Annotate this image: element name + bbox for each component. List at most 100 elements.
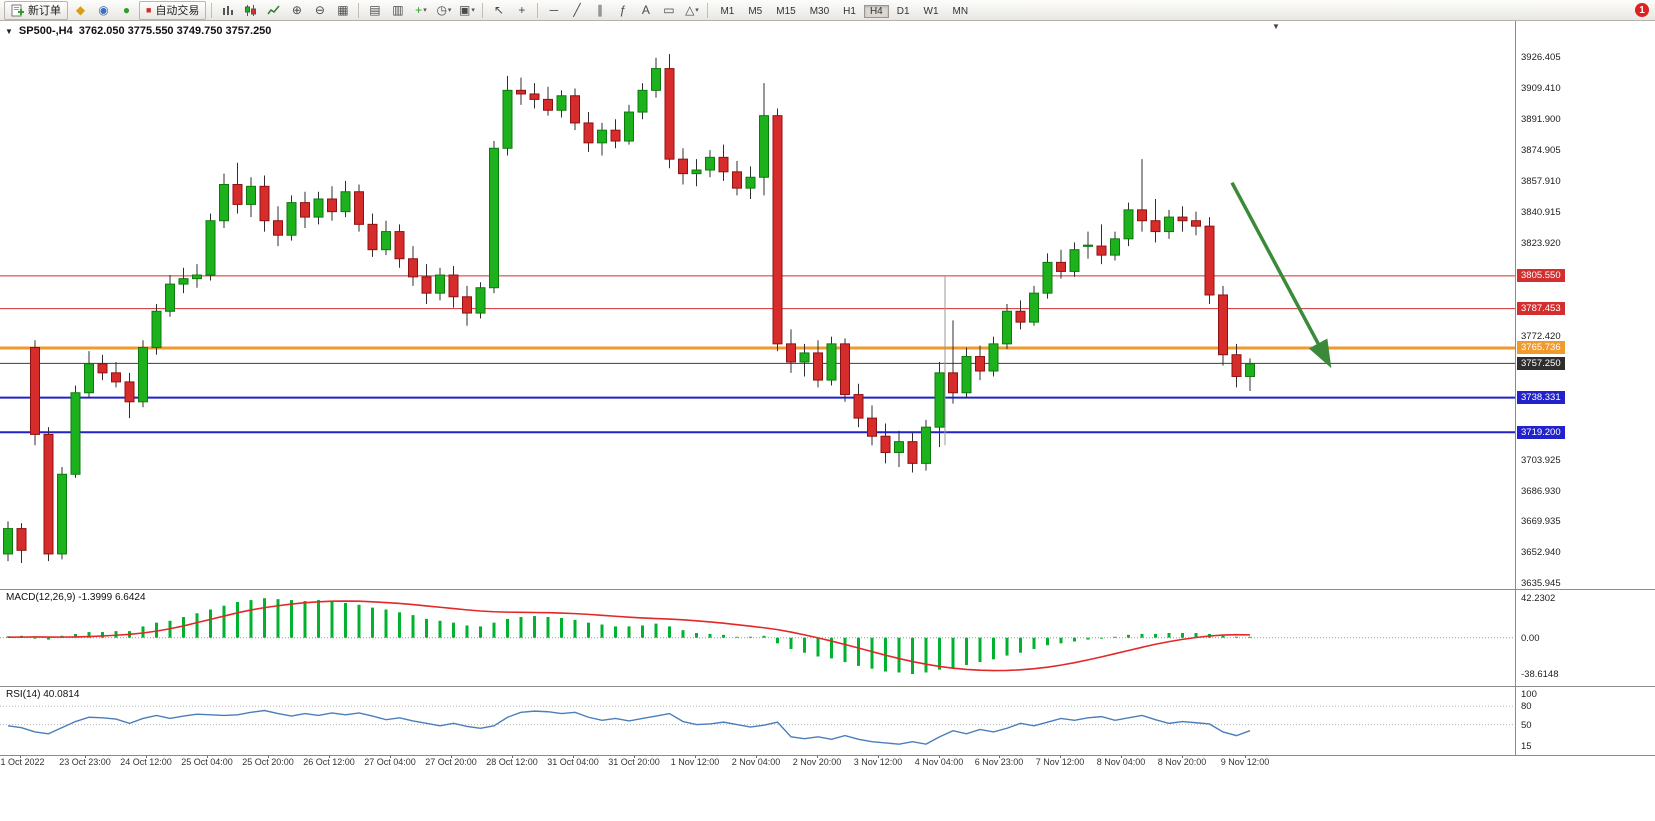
macd-axis-label: 0.00: [1521, 632, 1540, 644]
crosshair-icon[interactable]: +: [518, 3, 526, 17]
macd-histogram-bar: [911, 637, 914, 674]
timeframe-W1[interactable]: W1: [923, 6, 939, 17]
candle: [1015, 310, 1026, 323]
macd-panel[interactable]: [0, 590, 1515, 686]
timeframe-M15[interactable]: M15: [776, 6, 796, 17]
candle: [408, 258, 418, 278]
time-tick: [1121, 755, 1122, 758]
candle: [1231, 354, 1242, 377]
candle: [462, 296, 472, 314]
chart-symbol-period: SP500-,H4: [18, 25, 73, 37]
shapes-tool-icon[interactable]: △ ▾: [685, 3, 699, 17]
autotrade-button[interactable]: ■ 自动交易: [139, 0, 207, 20]
market-watch-icon[interactable]: ●: [122, 3, 131, 17]
rsi-axis-label: 100: [1521, 689, 1537, 700]
macd-histogram-bar: [1073, 637, 1076, 642]
candle: [84, 363, 94, 394]
timeframe-MN[interactable]: MN: [952, 6, 969, 17]
tile-windows-icon[interactable]: ▦: [337, 3, 349, 17]
macd-histogram-bar: [695, 632, 698, 638]
template-icon[interactable]: ▣ ▾: [459, 3, 475, 17]
add-indicator-icon[interactable]: + ▾: [415, 3, 427, 17]
candle: [1042, 261, 1053, 294]
autotrade-icon: ■: [146, 5, 152, 15]
macd-histogram-bar: [290, 600, 293, 638]
macd-histogram-bar: [573, 619, 577, 638]
macd-histogram-bar: [1113, 636, 1117, 638]
candle: [475, 287, 486, 314]
trend-arrow-object[interactable]: [1230, 181, 1332, 369]
chart-layout-alt-icon[interactable]: ▥: [392, 3, 404, 17]
candle: [1123, 209, 1134, 240]
cursor-icon[interactable]: ↖: [493, 3, 504, 17]
candle: [111, 372, 121, 383]
label-tool-icon[interactable]: ▭: [663, 3, 675, 17]
accounts-icon[interactable]: ◉: [98, 3, 109, 17]
bar-chart-icon[interactable]: [217, 1, 238, 19]
time-tick: [268, 755, 269, 758]
candle: [1029, 292, 1039, 323]
one-click-trading-arrow[interactable]: ▼: [5, 26, 13, 36]
time-label: 8 Nov 20:00: [1157, 757, 1207, 767]
macd-histogram-bar: [965, 637, 968, 665]
candle: [502, 89, 513, 149]
macd-histogram-bar: [776, 637, 779, 644]
timeframe-H4[interactable]: H4: [863, 5, 889, 18]
candle: [1150, 220, 1161, 233]
new-order-button[interactable]: 新订单: [4, 0, 68, 20]
price-axis-label: 3891.900: [1521, 114, 1561, 126]
timeframe-D1[interactable]: D1: [896, 6, 910, 17]
rsi-panel[interactable]: [0, 687, 1515, 755]
macd-histogram-bar: [195, 613, 199, 638]
line-chart-icon[interactable]: [263, 1, 284, 19]
candle: [772, 115, 783, 345]
candlestick-icon[interactable]: [240, 1, 261, 19]
candle: [381, 231, 391, 251]
fibonacci-icon[interactable]: ƒ: [619, 3, 627, 17]
macd-histogram-bar: [870, 637, 874, 669]
channel-icon[interactable]: ∥: [596, 3, 603, 17]
timeframe-H1[interactable]: H1: [843, 6, 856, 17]
candle: [489, 147, 499, 289]
candle: [1245, 363, 1255, 377]
macd-histogram-bar: [789, 637, 793, 649]
candle: [57, 473, 67, 555]
main-chart[interactable]: [0, 21, 1515, 589]
panel-separator[interactable]: [0, 686, 1655, 687]
macd-histogram-bar: [425, 618, 428, 638]
macd-histogram-bar: [479, 626, 482, 638]
macd-histogram-bar: [74, 633, 77, 638]
candle: [259, 185, 270, 222]
macd-histogram-bar: [546, 617, 550, 638]
chart-layout-icon[interactable]: ▤: [369, 3, 381, 17]
timeframe-M1[interactable]: M1: [720, 6, 735, 17]
horizontal-line-icon[interactable]: ─: [549, 3, 559, 17]
macd-histogram-bar: [141, 626, 145, 638]
trendline-icon[interactable]: ╱: [573, 3, 581, 17]
macd-histogram-bar: [978, 637, 982, 663]
panel-separator[interactable]: [0, 589, 1655, 590]
toolbar-separator: [482, 2, 484, 18]
navigator-icon[interactable]: ◆: [75, 3, 86, 17]
candle: [286, 202, 297, 236]
notification-badge[interactable]: 1: [1635, 3, 1649, 17]
price-axis-label: 3909.410: [1521, 82, 1561, 94]
text-tool-icon[interactable]: A: [641, 3, 650, 17]
panel-separator: [0, 755, 1655, 756]
macd-histogram-bar: [614, 626, 617, 638]
zoom-out-icon[interactable]: ⊖: [314, 3, 325, 17]
timeframe-M5[interactable]: M5: [748, 6, 763, 17]
timeframe-M30[interactable]: M30: [809, 6, 830, 17]
time-axis[interactable]: 21 Oct 2022 23 Oct 23:00 24 Oct 12:00 25 Oc…: [0, 755, 1515, 773]
period-clock-icon[interactable]: ◷ ▾: [436, 3, 452, 17]
price-badge-3765.736: 3765.736: [1517, 341, 1565, 355]
macd-histogram-bar: [357, 604, 361, 638]
zoom-in-icon[interactable]: ⊕: [291, 3, 302, 17]
price-badge-3738.331: 3738.331: [1517, 391, 1565, 405]
candle: [232, 183, 243, 205]
candle: [921, 426, 931, 464]
macd-histogram-bar: [452, 622, 455, 638]
rsi-axis-label: 80: [1521, 701, 1532, 713]
macd-histogram-bar: [600, 624, 604, 638]
new-order-label: 新订单: [28, 5, 61, 17]
